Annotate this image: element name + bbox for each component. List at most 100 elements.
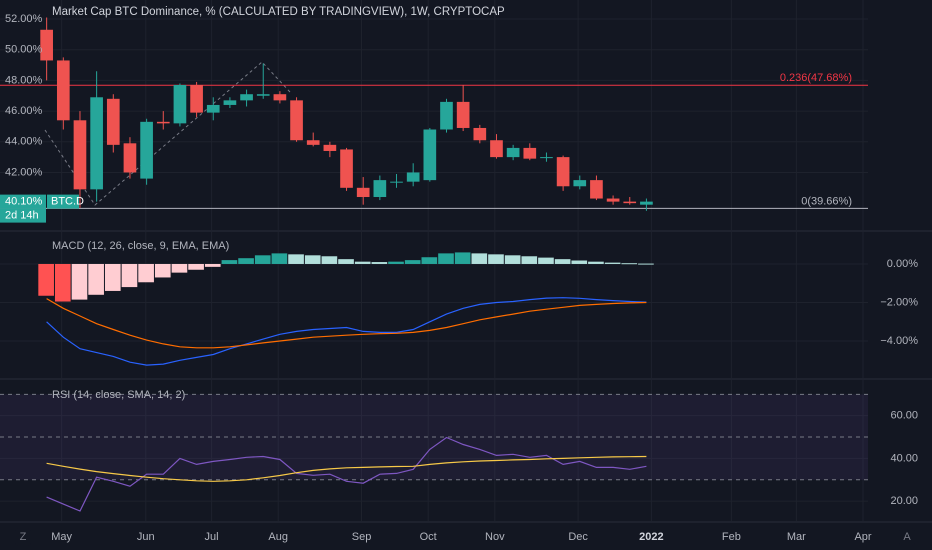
histogram-bar (188, 263, 204, 270)
candle-body (373, 180, 387, 198)
histogram-bar (404, 260, 421, 264)
histogram-bar (88, 263, 104, 295)
zoom-button-label[interactable]: Z (20, 531, 27, 543)
histogram-bar (454, 252, 471, 264)
zoom-button[interactable] (15, 528, 31, 546)
candle-body (40, 29, 53, 61)
candle-body (290, 100, 303, 141)
y-tick-label: 52.00% (5, 13, 43, 25)
histogram-bar (321, 256, 338, 264)
histogram-bar (121, 263, 138, 288)
histogram-bar (38, 263, 54, 296)
indicator-line (46, 298, 647, 349)
x-tick-label: Sep (352, 531, 372, 543)
candle-body (56, 60, 70, 121)
x-tick-label: Nov (485, 531, 505, 543)
x-tick-label: Apr (854, 531, 871, 543)
y-tick-label: −4.00% (880, 335, 918, 347)
candle-body (206, 104, 220, 113)
candle-body (106, 98, 120, 145)
candle-body (623, 201, 637, 204)
y-tick-label: 20.00 (890, 495, 918, 507)
candle-body (240, 94, 253, 101)
histogram-bar (154, 263, 171, 278)
y-tick-label: 0.00% (887, 258, 918, 270)
price-label: 40.10% (5, 196, 43, 208)
candle-body (590, 180, 603, 199)
price-label-box (0, 194, 46, 209)
candle-body (173, 85, 187, 124)
histogram-bar (238, 258, 254, 264)
candle-body (306, 140, 320, 145)
candle-body (256, 94, 270, 96)
rsi-title: RSI (14, close, SMA, 14, 2) (52, 389, 185, 401)
x-tick-label: Oct (420, 531, 437, 543)
histogram-bar (388, 261, 404, 264)
histogram-bar (204, 263, 221, 267)
x-tick-label: Mar (787, 531, 806, 543)
level-label: 0(39.66%) (801, 195, 852, 207)
histogram-bar (571, 260, 588, 264)
histogram-bar (138, 263, 154, 283)
candle-body (156, 121, 170, 124)
symbol-box (47, 194, 79, 209)
candle-body (90, 97, 103, 190)
histogram-bar (488, 254, 504, 264)
histogram-bar (521, 256, 538, 264)
histogram-bar (288, 254, 304, 264)
histogram-bar (471, 253, 488, 264)
candle-body (540, 157, 553, 159)
histogram-bar (438, 253, 454, 264)
indicator-line (46, 455, 647, 482)
auto-button[interactable] (899, 528, 915, 546)
candle-body (473, 127, 487, 141)
x-tick-label: 2022 (639, 531, 663, 543)
histogram-bar (254, 255, 271, 264)
grid (0, 0, 868, 521)
candle-body (523, 147, 537, 159)
candle-body (423, 129, 437, 181)
candle-body (440, 101, 453, 130)
countdown-label: 2d 14h (5, 210, 39, 222)
level-label: 0.236(47.68%) (780, 72, 852, 84)
auto-button-label[interactable]: A (903, 531, 911, 543)
x-tick-label: Feb (722, 531, 741, 543)
y-tick-label: 60.00 (890, 410, 918, 422)
candle-body (606, 198, 620, 202)
histogram-bar (338, 259, 354, 264)
candle-body (223, 100, 237, 105)
histogram-bar (354, 261, 371, 264)
histogram-bar (538, 257, 554, 264)
candle-body (490, 140, 503, 158)
x-tick-label: Aug (268, 531, 288, 543)
y-tick-label: 48.00% (5, 74, 43, 86)
candle-body (573, 180, 587, 187)
histogram-bar (604, 262, 621, 264)
candle-body (556, 157, 570, 187)
candle-body (123, 143, 137, 173)
fib-drawing (44, 61, 291, 206)
x-tick-label: Dec (568, 531, 588, 543)
y-tick-label: 46.00% (5, 105, 43, 117)
histogram-bar (71, 263, 88, 300)
candle-body (640, 201, 653, 205)
symbol-label: BTC.D (51, 196, 84, 208)
histogram-bar (621, 263, 638, 265)
histogram-bar (421, 257, 438, 264)
x-tick-label: Jul (205, 531, 219, 543)
chart-title: Market Cap BTC Dominance, % (CALCULATED … (52, 6, 505, 18)
y-tick-label: −2.00% (880, 296, 918, 308)
histogram-bar (588, 261, 604, 264)
x-tick-label: Jun (137, 531, 155, 543)
macd-title: MACD (12, 26, close, 9, EMA, EMA) (52, 240, 229, 252)
histogram-bar (504, 255, 521, 264)
candle-body (190, 85, 203, 113)
fib-trend-line (44, 61, 291, 206)
histogram-bar (304, 255, 321, 264)
candle-body (73, 120, 87, 190)
histogram-bar (638, 263, 654, 265)
candle-body (140, 121, 153, 179)
candle-body (273, 94, 287, 101)
histogram-bar (221, 260, 238, 264)
candle-body (390, 181, 403, 183)
